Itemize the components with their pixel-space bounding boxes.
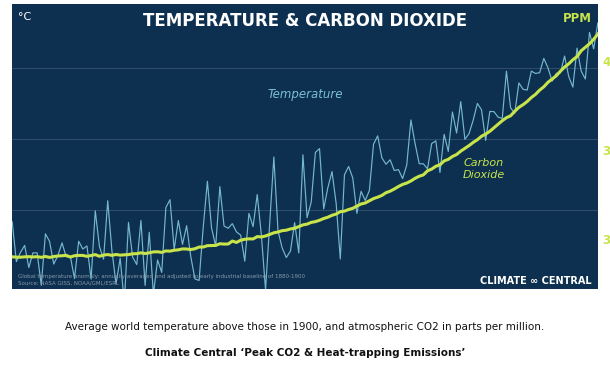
Text: Global temperature anomaly: annually averaged and adjusted to early industrial b: Global temperature anomaly: annually ave… [18, 274, 305, 286]
Text: 1880: 1880 [12, 312, 51, 325]
Text: CLIMATE ∞ CENTRAL: CLIMATE ∞ CENTRAL [480, 276, 592, 286]
Text: Temperature: Temperature [267, 88, 343, 101]
Text: 2021: 2021 [559, 312, 598, 325]
Text: Climate Central ‘Peak CO2 & Heat-trapping Emissions’: Climate Central ‘Peak CO2 & Heat-trappin… [145, 348, 465, 359]
Text: Average world temperature above those in 1900, and atmospheric CO2 in parts per : Average world temperature above those in… [65, 322, 545, 333]
Text: PPM: PPM [563, 12, 592, 25]
Text: Carbon
Dioxide: Carbon Dioxide [463, 158, 505, 180]
Text: °C: °C [18, 12, 31, 22]
Text: TEMPERATURE & CARBON DIOXIDE: TEMPERATURE & CARBON DIOXIDE [143, 12, 467, 30]
